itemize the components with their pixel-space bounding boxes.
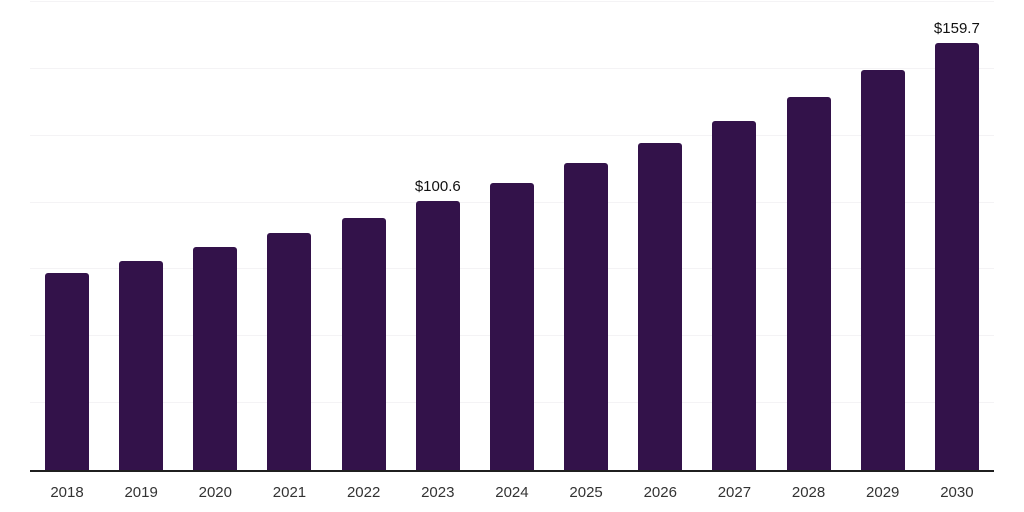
bar bbox=[860, 70, 905, 470]
x-tick-label: 2025 bbox=[569, 484, 603, 501]
x-tick-label: 2028 bbox=[791, 484, 826, 501]
bar bbox=[415, 200, 460, 470]
gridline bbox=[30, 67, 994, 69]
bars-container: $100.6 $159.7 bbox=[45, 2, 980, 470]
bar-column bbox=[712, 2, 757, 470]
bar-column bbox=[489, 2, 534, 470]
bar bbox=[786, 97, 831, 470]
x-tick-label: 2024 bbox=[495, 484, 529, 501]
x-tick-label: 2026 bbox=[643, 484, 677, 501]
bar-column bbox=[564, 2, 609, 470]
bar bbox=[712, 121, 757, 470]
bar bbox=[119, 260, 164, 470]
x-tick-label: 2019 bbox=[124, 484, 158, 501]
bar bbox=[45, 273, 89, 470]
x-tick-label: 2018 bbox=[50, 484, 84, 501]
bar bbox=[193, 247, 238, 470]
bar-column bbox=[119, 2, 164, 470]
data-label: $100.6 bbox=[414, 177, 461, 195]
plot-area: $100.6 $159.7 bbox=[30, 1, 994, 472]
gridline bbox=[30, 134, 994, 136]
bar-column: $159.7 bbox=[933, 2, 980, 470]
bar-column bbox=[193, 2, 238, 470]
bar-column bbox=[45, 2, 89, 470]
x-axis-labels: 2018 2019 2020 2021 2022 2023 2024 2025 2026 2027… bbox=[45, 484, 979, 501]
bar-column bbox=[341, 2, 386, 470]
x-tick-label: 2027 bbox=[717, 484, 752, 501]
x-tick-label: 2021 bbox=[272, 484, 307, 501]
bar bbox=[341, 218, 386, 470]
bar bbox=[267, 233, 312, 470]
bar bbox=[638, 143, 683, 470]
x-tick-label: 2022 bbox=[346, 484, 381, 501]
data-label: $159.7 bbox=[933, 19, 980, 37]
bar-column bbox=[267, 2, 312, 470]
gridline bbox=[30, 1, 994, 2]
bar bbox=[489, 183, 534, 470]
bar-column: $100.6 bbox=[414, 2, 461, 470]
x-tick-label: 2020 bbox=[198, 484, 232, 501]
bar-column bbox=[860, 2, 905, 470]
bar bbox=[934, 42, 979, 470]
bar bbox=[564, 163, 609, 470]
x-tick-label: 2029 bbox=[866, 484, 900, 501]
bar-column bbox=[786, 2, 831, 470]
bar-column bbox=[638, 2, 683, 470]
x-tick-label: 2030 bbox=[940, 484, 974, 501]
x-tick-label: 2023 bbox=[421, 484, 455, 501]
